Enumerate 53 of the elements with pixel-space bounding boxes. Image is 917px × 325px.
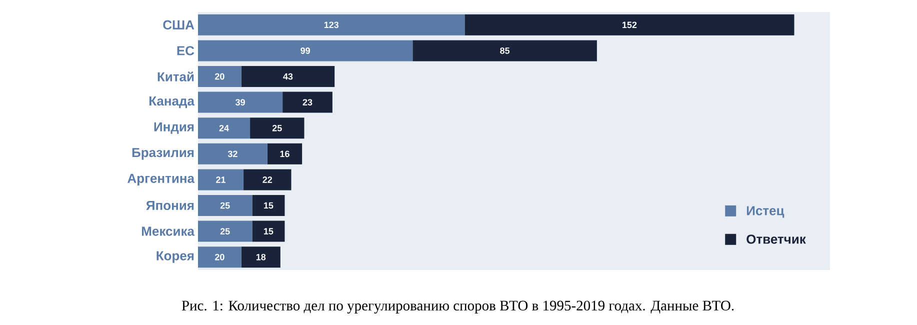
data-label: 24 <box>219 124 229 132</box>
y-tick-label: Корея <box>156 251 194 263</box>
bar <box>412 40 597 62</box>
legend-label: Истец <box>746 206 784 218</box>
data-label: 152 <box>622 22 637 28</box>
bar <box>198 195 252 216</box>
y-tick-label: Канада <box>149 96 195 108</box>
text: Рис. 1: Количество дел по урегулированию споров ВТО в 1995-2019 годах. Данные ВТО. <box>182 300 734 314</box>
data-label: 99 <box>300 48 310 54</box>
bar <box>198 66 242 87</box>
bar <box>250 118 304 139</box>
data-label: 25 <box>272 124 282 132</box>
data-label: 18 <box>256 254 266 260</box>
bar <box>252 195 285 216</box>
data-label: 25 <box>220 202 230 209</box>
y-tick-label: Мексика <box>142 226 195 236</box>
bar <box>282 92 332 113</box>
data-label: 16 <box>280 150 290 158</box>
data-label: 20 <box>214 254 224 260</box>
y-tick-label: Китай <box>158 72 194 82</box>
data-label: 20 <box>214 73 224 80</box>
data-label: 23 <box>302 99 312 106</box>
data-label: 15 <box>264 202 274 209</box>
y-tick-label: Индия <box>154 122 194 134</box>
y-tick-label: Бразилия <box>132 148 194 160</box>
bar <box>198 169 244 190</box>
y-tick-label: Япония <box>146 200 194 210</box>
bar <box>244 169 292 190</box>
data-label: 21 <box>216 176 226 183</box>
y-tick-label: США <box>163 20 194 30</box>
data-label: 39 <box>235 99 245 106</box>
bar <box>198 143 268 164</box>
bar <box>198 92 283 113</box>
bar <box>267 143 302 164</box>
legend-label: Ответчик <box>746 234 806 244</box>
y-tick-label: Аргентина <box>128 174 195 186</box>
y-tick-label: ЕС <box>177 46 194 56</box>
data-label: 15 <box>264 228 274 234</box>
bar <box>198 14 465 36</box>
bar <box>252 220 285 242</box>
data-label: 32 <box>228 150 238 158</box>
data-label: 43 <box>283 73 293 80</box>
data-label: 22 <box>262 176 272 183</box>
bar <box>198 246 242 268</box>
bar <box>241 66 335 87</box>
data-label: 123 <box>324 22 339 28</box>
bar <box>198 40 413 62</box>
data-label: 85 <box>500 48 510 54</box>
bar <box>464 14 794 36</box>
bar <box>198 118 250 139</box>
bar <box>198 220 252 242</box>
data-label: 25 <box>220 228 230 234</box>
bar <box>241 246 280 268</box>
